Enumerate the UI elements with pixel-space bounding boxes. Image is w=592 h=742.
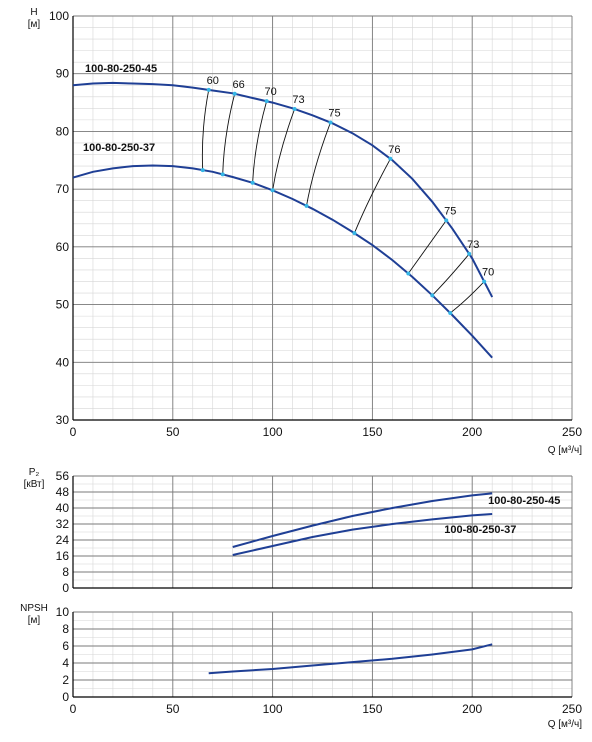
y-tick-label: 10 (56, 605, 70, 619)
efficiency-marker (232, 91, 237, 96)
y-tick-label: 24 (56, 533, 70, 547)
y-axis-unit: [кВт] (24, 479, 45, 490)
efficiency-label: 73 (467, 239, 479, 251)
x-tick-label: 250 (562, 425, 582, 439)
x-tick-label: 100 (263, 425, 283, 439)
efficiency-marker (328, 120, 333, 125)
efficiency-curve (222, 93, 236, 175)
x-tick-label: 200 (462, 702, 482, 716)
y-axis-label: P₂ (29, 467, 40, 478)
y-tick-label: 40 (56, 355, 70, 369)
x-tick-label: 0 (70, 425, 77, 439)
y-axis-unit: [м] (28, 615, 41, 626)
efficiency-curve (272, 108, 296, 191)
y-tick-label: 40 (56, 501, 70, 515)
y-tick-label: 100 (49, 9, 69, 23)
efficiency-marker (352, 231, 357, 236)
efficiency-marker (467, 251, 472, 256)
x-tick-label: 0 (70, 702, 77, 716)
x-tick-label: 50 (166, 702, 180, 716)
y-tick-label: 50 (56, 298, 70, 312)
power-curve-100-80-250-45 (232, 492, 493, 548)
y-axis-unit: [м] (28, 19, 41, 30)
efficiency-curve (306, 122, 331, 206)
efficiency-marker (406, 271, 411, 276)
x-tick-label: 250 (562, 702, 582, 716)
efficiency-label: 76 (388, 144, 400, 156)
y-tick-label: 56 (56, 469, 70, 483)
npsh-curve (208, 643, 493, 675)
y-tick-label: 32 (56, 517, 70, 531)
x-tick-label: 50 (166, 425, 180, 439)
efficiency-label: 70 (482, 267, 494, 279)
y-tick-label: 60 (56, 240, 70, 254)
curve-100-80-250-45 (72, 81, 494, 298)
y-tick-label: 8 (62, 622, 69, 636)
power-curve-100-80-250-37 (232, 513, 493, 556)
efficiency-label: 75 (328, 108, 340, 120)
efficiency-label: 73 (292, 94, 304, 106)
y-tick-label: 90 (56, 67, 70, 81)
y-tick-label: 70 (56, 182, 70, 196)
efficiency-marker (270, 188, 275, 193)
efficiency-label: 66 (233, 79, 245, 91)
efficiency-marker (430, 293, 435, 298)
efficiency-marker (482, 279, 487, 284)
efficiency-marker (250, 180, 255, 185)
efficiency-marker (264, 99, 269, 104)
y-tick-label: 80 (56, 124, 70, 138)
efficiency-marker (448, 310, 453, 315)
x-tick-label: 150 (362, 425, 382, 439)
efficiency-marker (206, 87, 211, 92)
plot-grid-3 (72, 611, 573, 698)
efficiency-curve (407, 220, 447, 274)
efficiency-curve (201, 89, 210, 171)
efficiency-curve (431, 253, 470, 296)
y-axis-label: H (30, 7, 37, 18)
y-tick-label: 8 (62, 565, 69, 579)
y-tick-label: 6 (62, 639, 69, 653)
x-tick-label: 100 (263, 702, 283, 716)
efficiency-curve (353, 158, 391, 234)
curve-100-80-250-37 (72, 164, 493, 359)
x-axis-label: Q [м³/ч] (548, 719, 583, 730)
x-tick-label: 200 (462, 425, 482, 439)
y-tick-label: 2 (62, 673, 69, 687)
y-tick-label: 4 (62, 656, 69, 670)
y-axis-label: NPSH (20, 603, 48, 614)
y-tick-label: 0 (62, 690, 69, 704)
efficiency-curve (252, 101, 268, 183)
efficiency-marker (200, 168, 205, 173)
efficiency-label: 75 (444, 205, 456, 217)
efficiency-marker (304, 203, 309, 208)
series-label: 100-80-250-37 (444, 524, 516, 536)
y-tick-label: 0 (62, 581, 69, 595)
efficiency-label: 60 (207, 75, 219, 87)
plot-grid-1 (72, 15, 573, 421)
y-tick-label: 30 (56, 413, 70, 427)
y-tick-label: 48 (56, 485, 70, 499)
efficiency-marker (292, 107, 297, 112)
efficiency-marker (388, 156, 393, 161)
efficiency-marker (444, 218, 449, 223)
y-tick-label: 16 (56, 549, 70, 563)
series-label: 100-80-250-45 (488, 495, 560, 507)
x-tick-label: 150 (362, 702, 382, 716)
efficiency-label: 70 (264, 86, 276, 98)
series-label: 100-80-250-37 (83, 142, 155, 154)
efficiency-curve (449, 281, 485, 314)
x-axis-label: Q [м³/ч] (548, 445, 583, 456)
series-label: 100-80-250-45 (85, 63, 157, 75)
efficiency-marker (220, 172, 225, 177)
